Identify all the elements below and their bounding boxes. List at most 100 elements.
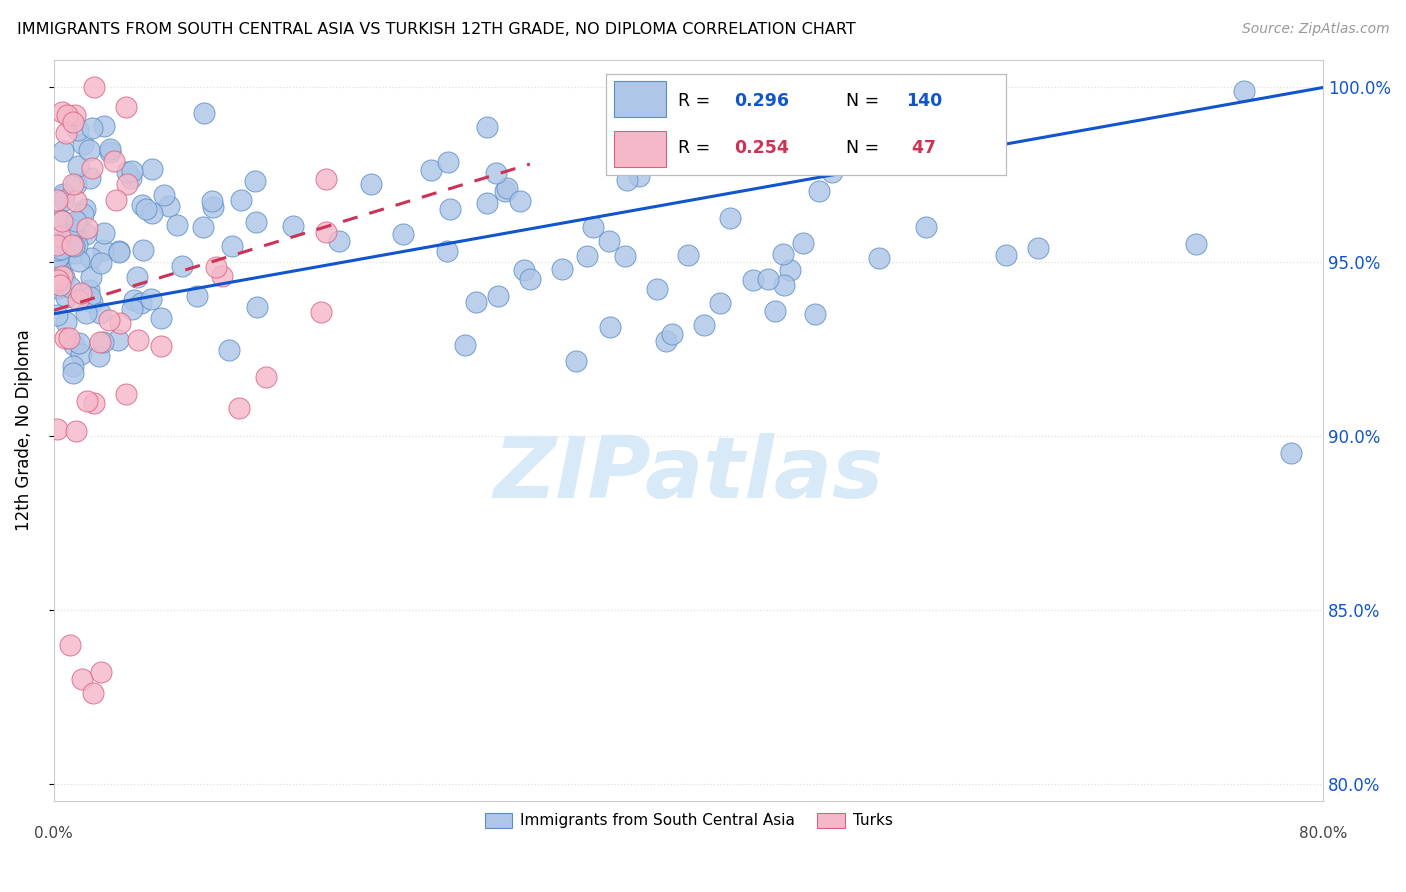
Point [125,269,148,284]
Point [67,253,90,268]
Point [496,181,519,195]
Point [204,260,226,274]
Text: 0.0%: 0.0% [35,826,73,841]
Point [150,311,173,326]
Point [152,188,174,202]
Point [46,422,69,436]
Point [494,184,516,198]
Point [221,239,243,253]
Point [46,243,69,257]
Point [52,144,75,158]
Point [121,163,143,178]
Point [65,245,87,260]
Point [60,238,83,252]
Point [392,227,415,241]
Point [120,170,142,185]
Point [454,338,477,352]
Point [55,108,77,122]
Point [360,177,382,191]
Point [994,247,1017,261]
Point [66,159,89,173]
Point [315,172,337,186]
Point [519,272,541,286]
Point [115,177,138,191]
Point [93,335,115,350]
Point [59,638,82,652]
Point [627,169,650,184]
Point [283,219,305,234]
Point [63,338,86,352]
Point [1185,237,1208,252]
Point [103,153,125,168]
Point [135,202,157,217]
Point [67,225,90,239]
Point [661,326,683,341]
Point [65,178,87,192]
Point [616,173,638,187]
Point [328,234,350,248]
Point [55,315,77,329]
Point [804,307,827,321]
Point [79,171,101,186]
Point [246,300,269,314]
Point [51,268,73,283]
Point [141,206,163,220]
Point [512,263,534,277]
Point [439,202,461,217]
Point [139,293,162,307]
Text: IMMIGRANTS FROM SOUTH CENTRAL ASIA VS TURKISH 12TH GRADE, NO DIPLOMA CORRELATION: IMMIGRANTS FROM SOUTH CENTRAL ASIA VS TU… [17,22,856,37]
Point [49,243,72,257]
Point [763,304,786,318]
Point [77,143,100,157]
Point [576,249,599,263]
Point [821,164,844,178]
Text: 80.0%: 80.0% [1299,826,1347,841]
Point [93,119,115,133]
Legend: Immigrants from South Central Asia, Turks: Immigrants from South Central Asia, Turk… [478,806,898,835]
Point [201,194,224,209]
Point [89,306,111,320]
Point [709,296,731,310]
Point [80,161,103,176]
Point [55,289,77,303]
Point [485,166,508,180]
Point [55,126,77,140]
Point [211,268,233,283]
Point [129,296,152,310]
Point [80,270,103,285]
Text: Source: ZipAtlas.com: Source: ZipAtlas.com [1241,22,1389,37]
Point [70,347,93,361]
Point [122,293,145,308]
Point [121,302,143,317]
Point [75,227,97,241]
Point [77,283,100,297]
Point [419,162,441,177]
Point [141,162,163,177]
Point [773,278,796,293]
Point [509,194,531,208]
Point [83,686,105,700]
Point [70,286,93,301]
Point [66,293,89,308]
Point [83,80,105,95]
Point [108,244,131,258]
Y-axis label: 12th Grade, No Diploma: 12th Grade, No Diploma [15,329,32,532]
Point [309,305,332,319]
Point [218,343,240,357]
Point [67,335,90,350]
Point [72,137,94,152]
Point [172,259,194,273]
Point [67,123,90,137]
Point [62,366,84,380]
Point [315,226,337,240]
Point [75,306,97,320]
Point [46,251,69,265]
Point [166,218,188,232]
Point [76,220,98,235]
Point [63,227,86,242]
Text: ZIPatlas: ZIPatlas [494,434,883,516]
Point [51,214,73,228]
Point [46,308,69,322]
Point [46,273,69,287]
Point [742,273,765,287]
